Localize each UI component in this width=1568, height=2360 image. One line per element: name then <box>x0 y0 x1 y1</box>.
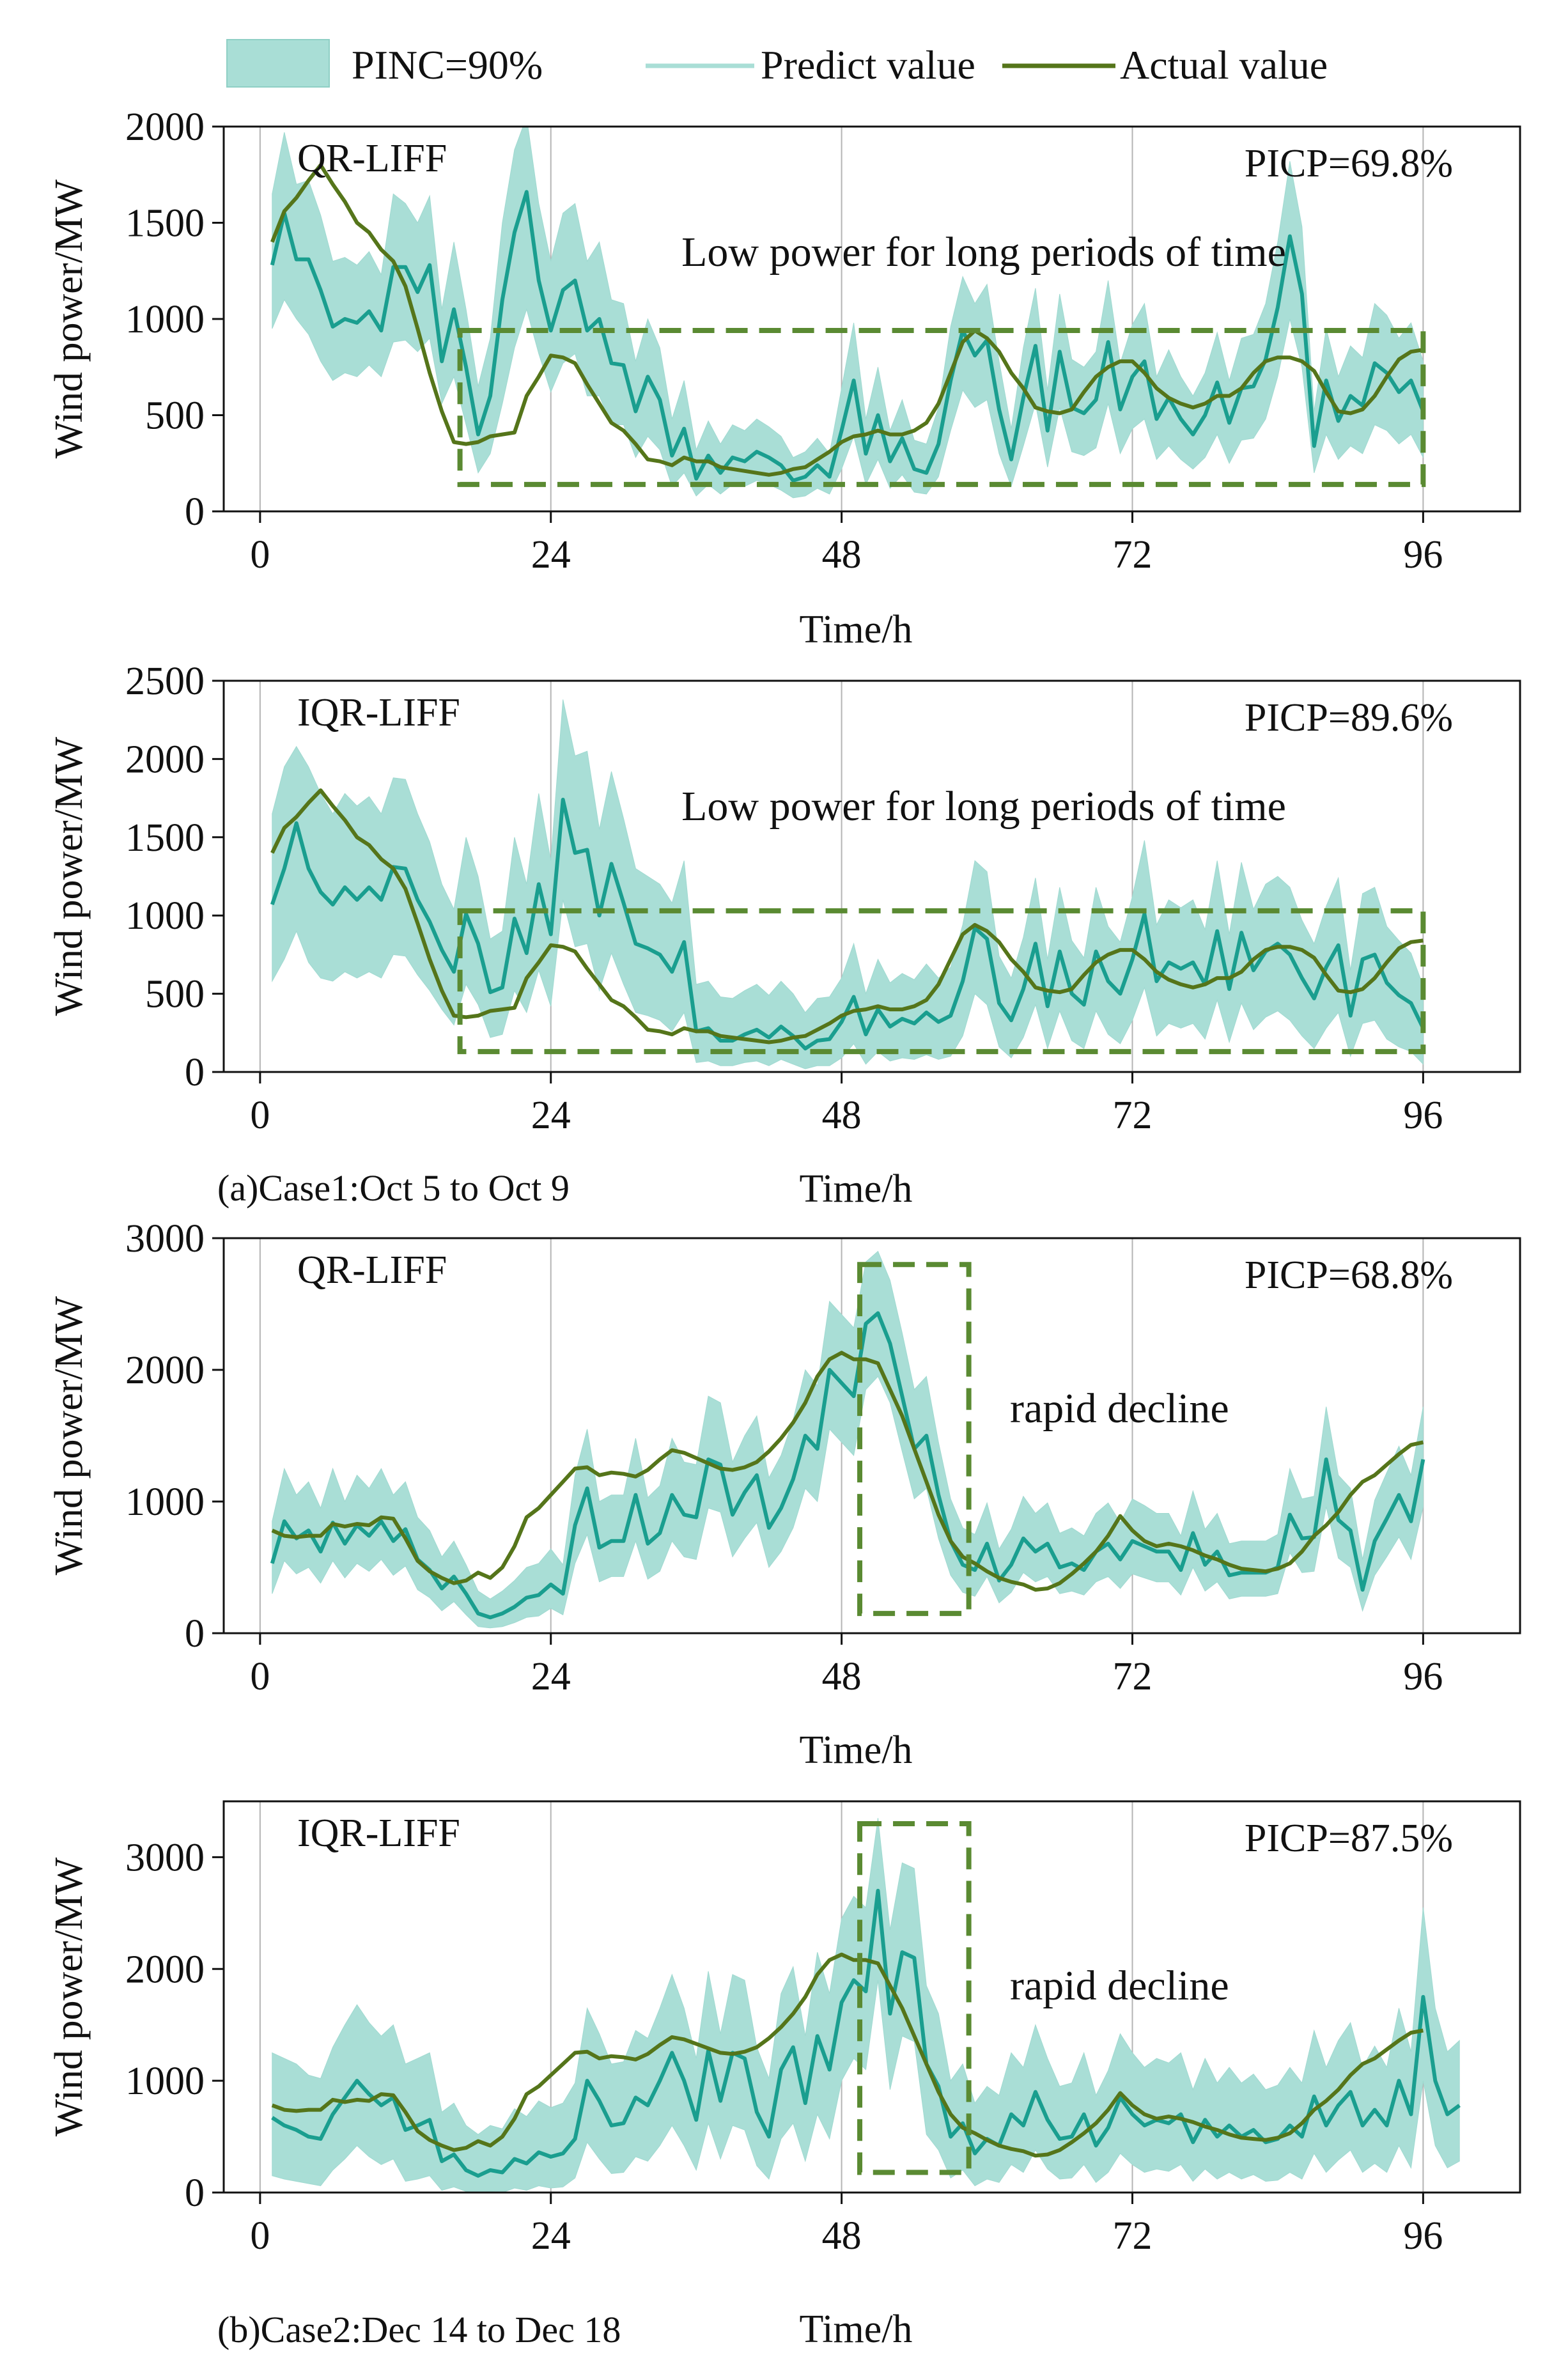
plot-area <box>270 699 1425 1069</box>
x-axis-label: Time/h <box>800 1728 913 1772</box>
x-tick-label: 48 <box>822 533 862 577</box>
y-tick-label: 1000 <box>125 1480 205 1524</box>
picp-label: PICP=69.8% <box>1245 142 1453 185</box>
axis-frame <box>222 1800 1521 2194</box>
x-tick-label: 72 <box>1112 1094 1152 1137</box>
panel-2: 0 24 48 72 96 0 500 1000 1500 2000 2500 Time/h Wind … <box>47 660 1521 1211</box>
panel-4: 0 24 48 72 96 0 1000 2000 3000 Time/h Wind power/M… <box>47 1800 1521 2351</box>
y-tick-label: 2000 <box>125 1948 205 1991</box>
predict-series <box>270 798 1425 1051</box>
plot-area <box>270 127 1425 499</box>
model-label: QR-LIFF <box>297 1248 447 1292</box>
y-tick-label: 2000 <box>125 105 205 149</box>
x-tick-label: 96 <box>1403 533 1443 577</box>
x-tick-label: 72 <box>1112 2214 1152 2258</box>
annotation-dashed-box <box>457 908 1426 1055</box>
legend-band-swatch <box>226 39 330 88</box>
y-axis-label: Wind power/MW <box>47 179 91 458</box>
x-tick-label: 72 <box>1112 1655 1152 1698</box>
annotation-text: rapid decline <box>1010 1385 1229 1432</box>
legend: PINC=90% Predict value Actual value <box>226 39 1328 88</box>
annotation-text: Low power for long periods of time <box>681 229 1286 276</box>
predict-series <box>270 1311 1425 1620</box>
y-tick-label: 1500 <box>125 202 205 245</box>
legend-actual-label: Actual value <box>1120 42 1328 88</box>
axis-frame <box>222 1237 1521 1634</box>
predict-series <box>270 190 1425 483</box>
legend-band-label: PINC=90% <box>352 42 543 88</box>
y-tick-label: 500 <box>145 973 205 1016</box>
annotation-dashed-box <box>857 1262 972 1617</box>
annotation-dashed-box <box>857 1820 972 2175</box>
y-tick-label: 1500 <box>125 816 205 860</box>
x-tick-label: 48 <box>822 1094 862 1137</box>
y-tick-label: 0 <box>185 2171 205 2215</box>
actual-series <box>271 1952 1424 2158</box>
actual-series <box>270 163 1424 477</box>
annotation-text: Low power for long periods of time <box>681 783 1286 830</box>
prediction-interval-band <box>272 699 1424 1069</box>
x-tick-label: 0 <box>250 1655 270 1698</box>
x-tick-label: 96 <box>1403 1094 1443 1137</box>
x-tick-label: 24 <box>531 1655 571 1698</box>
actual-series <box>270 788 1424 1044</box>
picp-label: PICP=87.5% <box>1245 1817 1453 1860</box>
y-tick-label: 2000 <box>125 738 205 781</box>
x-tick-label: 24 <box>531 2214 571 2258</box>
axis-frame <box>222 679 1521 1073</box>
y-tick-label: 0 <box>185 490 205 534</box>
x-tick-label: 24 <box>531 1094 571 1137</box>
panel-1: 0 24 48 72 96 0 500 1000 1500 2000 Time/h Wind powe… <box>47 105 1521 651</box>
model-label: QR-LIFF <box>297 137 447 180</box>
y-axis-label: Wind power/MW <box>47 1296 91 1575</box>
annotation-dashed-box <box>457 328 1426 487</box>
y-tick-label: 1000 <box>125 298 205 341</box>
annotation-text: rapid decline <box>1010 1962 1229 2009</box>
picp-label: PICP=68.8% <box>1245 1254 1453 1297</box>
y-axis-label: Wind power/MW <box>47 736 91 1016</box>
x-tick-label: 0 <box>250 533 270 577</box>
caption-case1: (a)Case1:Oct 5 to Oct 9 <box>217 1167 570 1209</box>
x-tick-label: 24 <box>531 533 571 577</box>
legend-predict-label: Predict value <box>761 42 975 88</box>
x-tick-label: 48 <box>822 2214 862 2258</box>
prediction-interval-band <box>272 1818 1460 2193</box>
y-tick-label: 3000 <box>125 1217 205 1261</box>
x-axis-label: Time/h <box>800 2308 913 2351</box>
y-tick-label: 2000 <box>125 1349 205 1392</box>
y-tick-label: 0 <box>185 1051 205 1094</box>
x-tick-label: 72 <box>1112 533 1152 577</box>
x-tick-label: 96 <box>1403 1655 1443 1698</box>
y-tick-label: 500 <box>145 394 205 438</box>
panel-3: 0 24 48 72 96 0 1000 2000 3000 Time/h Wind power/M… <box>47 1217 1521 1772</box>
y-tick-label: 3000 <box>125 1836 205 1879</box>
model-label: IQR-LIFF <box>297 1812 460 1855</box>
x-tick-label: 0 <box>250 2214 270 2258</box>
y-tick-label: 0 <box>185 1612 205 1656</box>
caption-case2: (b)Case2:Dec 14 to Dec 18 <box>217 2309 621 2350</box>
y-tick-label: 1000 <box>125 894 205 938</box>
y-tick-label: 1000 <box>125 2060 205 2103</box>
x-tick-label: 96 <box>1403 2214 1443 2258</box>
plot-area <box>271 1818 1461 2193</box>
actual-series <box>271 1351 1424 1592</box>
picp-label: PICP=89.6% <box>1245 696 1453 740</box>
plot-area <box>270 1250 1425 1629</box>
y-tick-label: 2500 <box>125 660 205 703</box>
model-label: IQR-LIFF <box>297 691 460 734</box>
prediction-interval-band <box>272 127 1424 499</box>
y-axis-label: Wind power/MW <box>47 1857 91 2136</box>
x-tick-label: 0 <box>250 1094 270 1137</box>
x-tick-label: 48 <box>822 1655 862 1698</box>
x-axis-label: Time/h <box>800 608 913 651</box>
x-axis-label: Time/h <box>800 1167 913 1211</box>
